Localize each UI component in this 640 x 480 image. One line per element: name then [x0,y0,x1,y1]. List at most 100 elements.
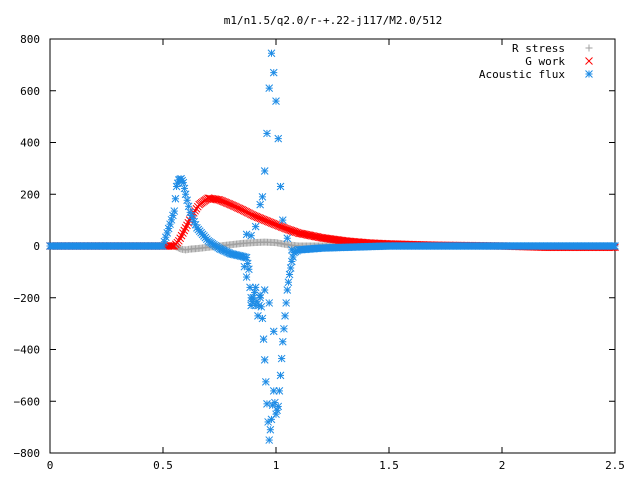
data-point [282,224,290,233]
data-point [274,222,283,230]
data-point [275,387,284,395]
legend-marker [585,57,593,65]
data-point [265,436,274,444]
data-point [272,97,280,105]
data-point [260,355,269,364]
data-point [174,236,183,245]
data-point [251,301,260,310]
data-point [277,354,286,363]
data-point [269,327,278,336]
data-point [265,299,274,307]
data-point [179,178,188,187]
series-layer [46,49,619,444]
data-point [170,207,179,215]
data-point [283,225,292,234]
y-tick-label: 600 [20,85,40,98]
data-point [269,68,278,77]
data-point [611,242,619,250]
data-point [184,202,193,211]
data-point [276,222,285,231]
data-point [266,425,275,434]
data-point [277,223,286,231]
data-point [276,182,285,191]
data-point [247,231,255,240]
data-point [287,226,296,235]
data-point [274,402,283,411]
data-point [177,231,186,240]
legend-label: Acoustic flux [479,68,565,81]
data-point [267,49,276,58]
y-tick-label: 200 [20,188,40,201]
data-point [286,264,295,272]
data-point [278,337,287,346]
data-point [265,84,274,93]
series-4 [240,262,278,336]
legend-label: G work [525,55,565,68]
data-point [280,324,288,333]
y-tick-label: −600 [14,395,41,408]
y-tick-label: 0 [33,240,40,253]
data-point [278,216,287,224]
data-point [261,377,270,386]
x-tick-label: 0.5 [153,459,173,472]
data-point [289,227,297,235]
x-tick-label: 0 [47,459,54,472]
data-point [286,226,294,235]
y-tick-label: 400 [20,137,40,150]
data-point [283,286,292,294]
data-point [270,220,279,229]
data-point [258,314,267,323]
series-3 [242,49,296,254]
data-point [285,270,294,279]
data-point [281,312,289,320]
data-point [284,225,293,234]
legend-marker [585,44,593,52]
data-point [256,293,265,302]
y-tick-label: −200 [14,292,41,305]
data-point [256,200,265,209]
data-point [260,286,269,294]
data-point [160,237,169,246]
data-point [214,195,222,204]
data-point [291,228,300,236]
data-point [287,246,296,254]
data-point [179,229,187,237]
data-point [290,227,299,236]
data-point [272,220,280,229]
data-point [263,129,271,138]
data-point [269,387,278,395]
data-point [251,222,260,231]
x-tick-label: 2 [499,459,506,472]
data-point [181,190,190,199]
data-point [176,234,185,243]
data-point [259,335,268,344]
data-point [171,194,180,203]
data-point [279,223,287,232]
series-2 [46,174,619,444]
data-point [284,278,293,287]
y-tick-label: −400 [14,344,41,357]
data-point [191,206,199,215]
legend-label: R stress [512,42,565,55]
data-point [260,167,269,175]
data-point [251,283,260,292]
x-tick-label: 1.5 [379,459,399,472]
data-point [276,371,285,380]
data-point [242,273,251,281]
data-point [282,299,291,307]
data-point [180,226,189,235]
y-tick-label: −800 [14,447,41,460]
data-point [280,224,289,232]
data-point [258,192,267,201]
x-tick-label: 2.5 [605,459,625,472]
data-point [181,224,190,232]
data-point [242,230,251,239]
data-point [240,262,249,271]
chart-title: m1/n1.5/q2.0/r-+.22-j117/M2.0/512 [224,14,443,27]
data-point [183,221,191,230]
y-tick-label: 800 [20,33,40,46]
x-tick-label: 1 [273,459,280,472]
data-point [183,196,191,205]
